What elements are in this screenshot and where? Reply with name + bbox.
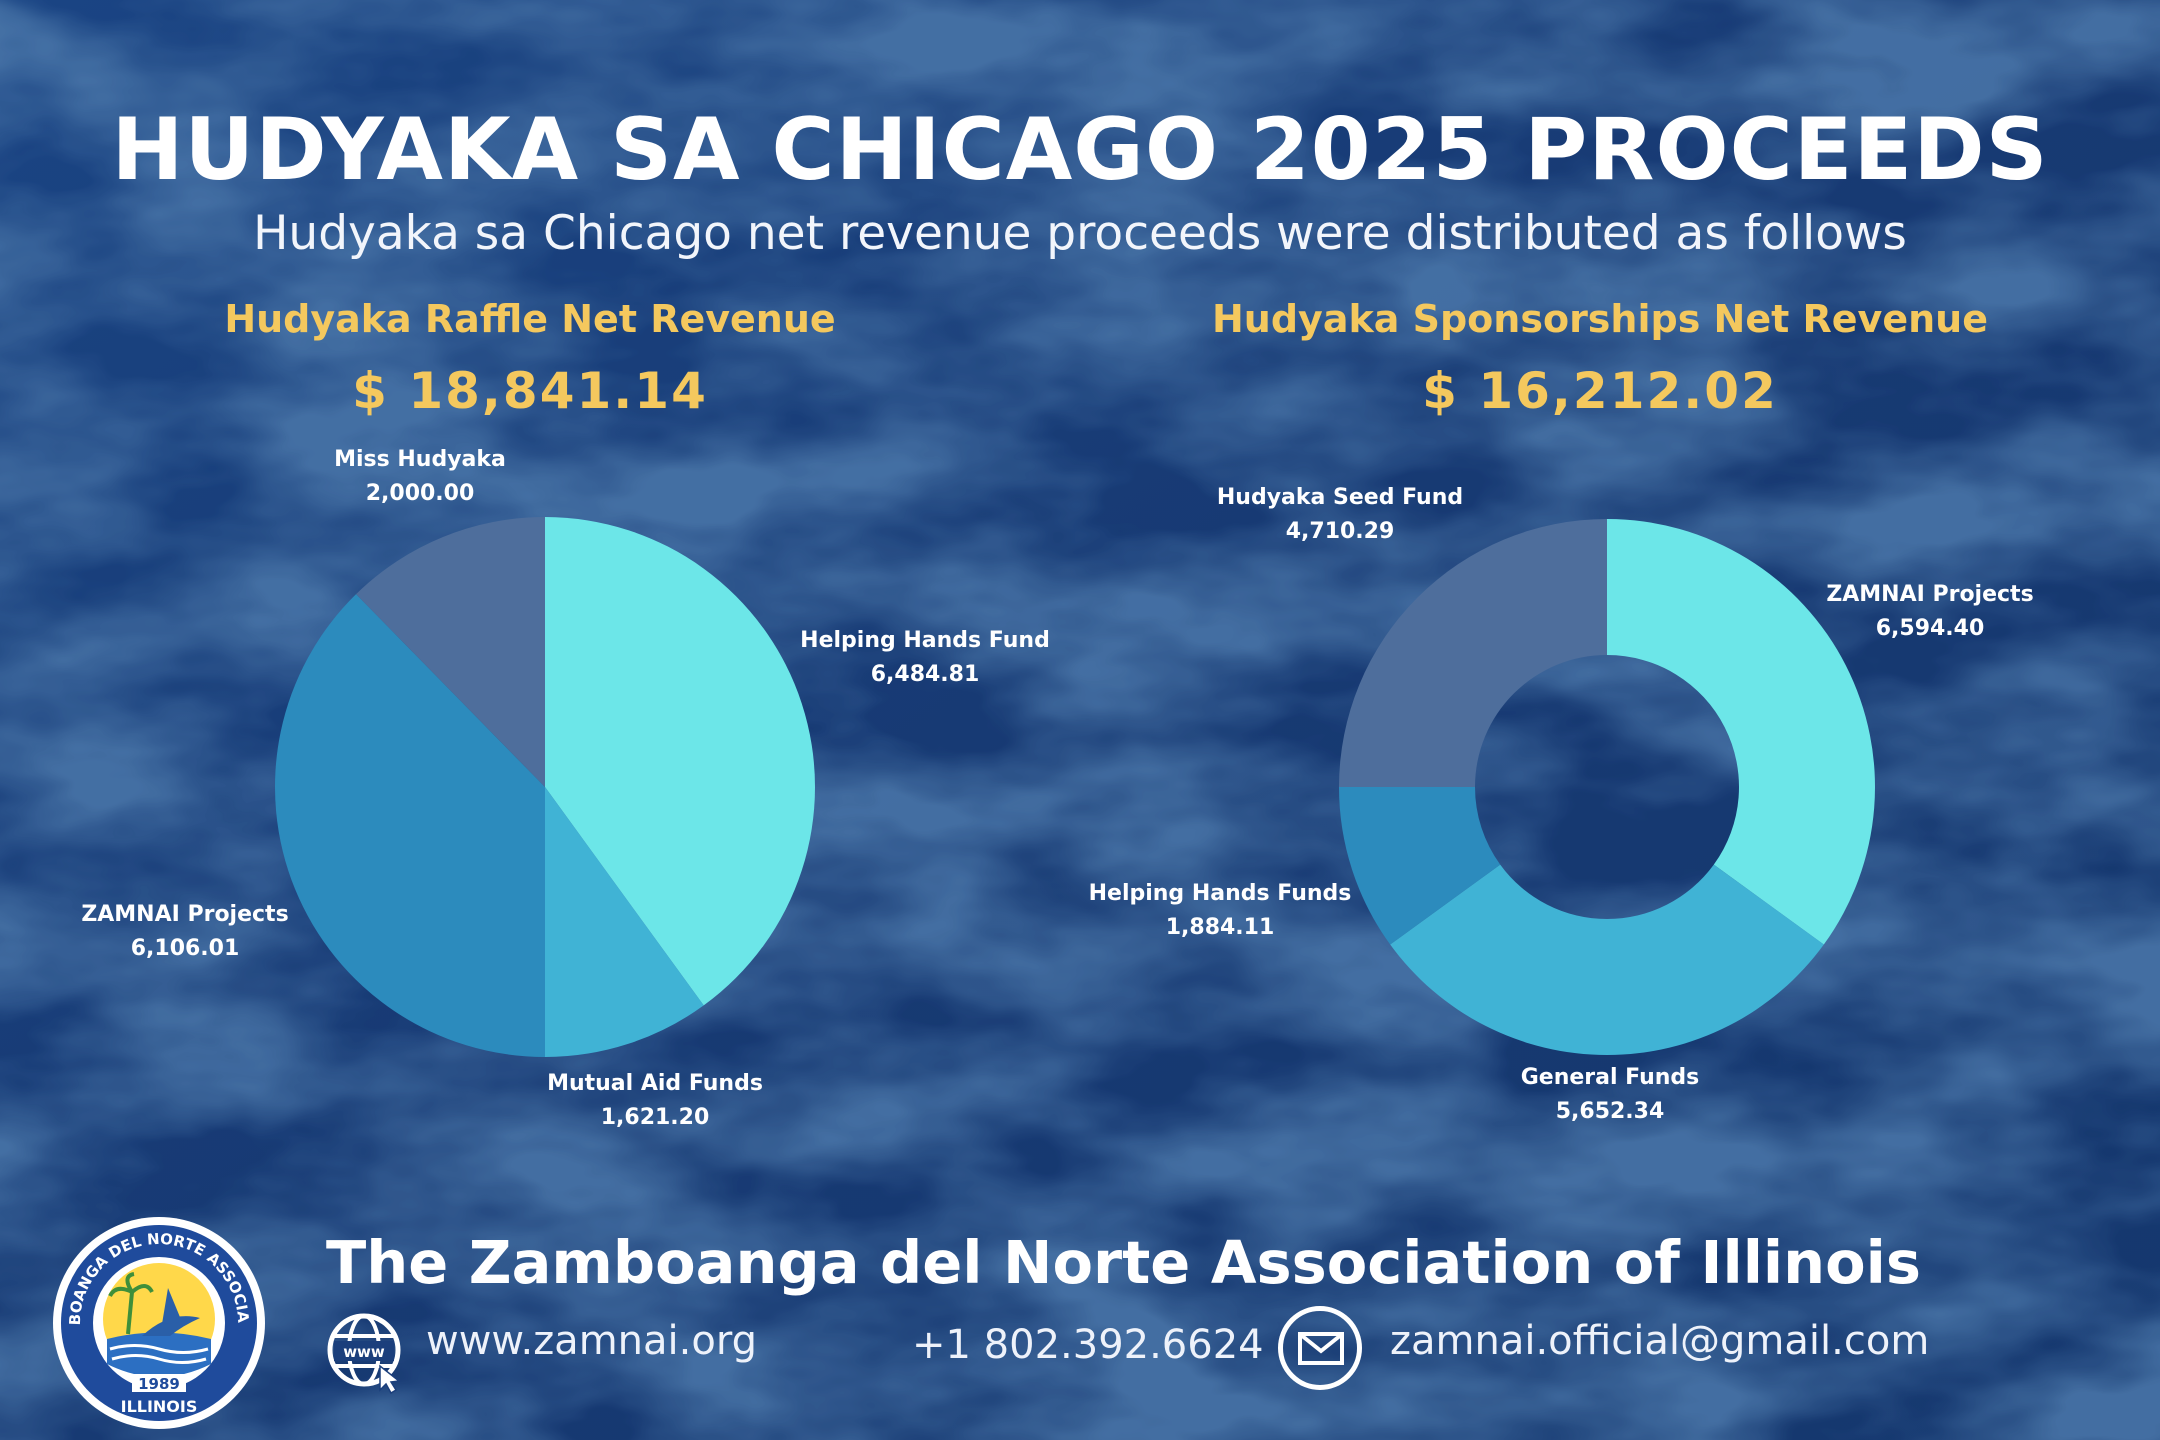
raffle-slice-mutual-aid-funds: [545, 787, 704, 1057]
slice-label: Mutual Aid Funds: [547, 1071, 763, 1096]
logo-bottom-text: ILLINOIS: [121, 1397, 198, 1416]
raffle-chart-title: Hudyaka Raffle Net Revenue: [224, 297, 836, 341]
slice-value: 1,884.11: [1165, 915, 1275, 940]
sponsor-slice-helping-hands-funds: [1339, 787, 1501, 945]
raffle-label-zamnai-projects: ZAMNAI Projects 6,106.01: [60, 898, 310, 966]
phone-number[interactable]: +1 802.392.6624: [912, 1322, 1264, 1368]
association-logo: ZAMBOANGA DEL NORTE ASSOCIATION 1989 ILL…: [50, 1214, 265, 1429]
slice-label: ZAMNAI Projects: [1826, 582, 2034, 607]
slice-label: General Funds: [1520, 1065, 1700, 1090]
web-icon-text: www: [343, 1343, 385, 1361]
sponsor-label-helping-hands: Helping Hands Funds 1,884.11: [1070, 877, 1370, 945]
sponsor-label-seed-fund: Hudyaka Seed Fund 4,710.29: [1200, 481, 1480, 549]
raffle-label-miss-hudyaka: Miss Hudyaka 2,000.00: [300, 443, 540, 511]
slice-value: 6,106.01: [130, 936, 240, 961]
sponsorship-total: $ 16,212.02: [1422, 362, 1778, 420]
raffle-label-helping-hands: Helping Hands Fund 6,484.81: [780, 624, 1070, 692]
slice-label: Miss Hudyaka: [334, 447, 506, 472]
slice-value: 5,652.34: [1555, 1099, 1665, 1124]
website-link[interactable]: www.zamnai.org: [426, 1318, 757, 1364]
slice-label: ZAMNAI Projects: [81, 902, 289, 927]
globe-icon: www: [327, 1313, 401, 1394]
raffle-slice-helping-hands-fund: [545, 517, 815, 1006]
slice-value: 6,594.40: [1875, 616, 1985, 641]
page-title: HUDYAKA SA CHICAGO 2025 PROCEEDS: [111, 100, 2049, 200]
raffle-slice-miss-hudyaka: [356, 517, 545, 787]
sponsor-slice-zamnai-projects: [1607, 519, 1875, 945]
sponsorship-chart-title: Hudyaka Sponsorships Net Revenue: [1212, 297, 1988, 341]
slice-value: 1,621.20: [600, 1105, 710, 1130]
slice-label: Helping Hands Fund: [800, 628, 1050, 653]
email-icon: [1278, 1306, 1362, 1390]
sponsor-slice-general-funds: [1390, 864, 1824, 1056]
slice-value: 6,484.81: [870, 662, 980, 687]
raffle-total: $ 18,841.14: [352, 362, 708, 420]
sponsor-label-zamnai-projects: ZAMNAI Projects 6,594.40: [1820, 578, 2040, 646]
sponsor-label-general-funds: General Funds 5,652.34: [1480, 1061, 1740, 1129]
slice-value: 4,710.29: [1285, 519, 1395, 544]
raffle-slice-zamnai-projects: [274, 594, 545, 1057]
logo-year: 1989: [138, 1375, 180, 1393]
envelope-icon: [1298, 1332, 1344, 1365]
sponsor-slice-hudyaka-seed-fund: [1339, 519, 1607, 788]
slice-value: 2,000.00: [365, 481, 475, 506]
page-subtitle: Hudyaka sa Chicago net revenue proceeds …: [253, 206, 1907, 261]
slice-label: Helping Hands Funds: [1088, 881, 1352, 906]
email-address[interactable]: zamnai.official@gmail.com: [1390, 1318, 1930, 1364]
slice-label: Hudyaka Seed Fund: [1216, 485, 1464, 510]
raffle-label-mutual-aid: Mutual Aid Funds 1,621.20: [520, 1067, 790, 1135]
organization-name: The Zamboanga del Norte Association of I…: [326, 1228, 1922, 1297]
